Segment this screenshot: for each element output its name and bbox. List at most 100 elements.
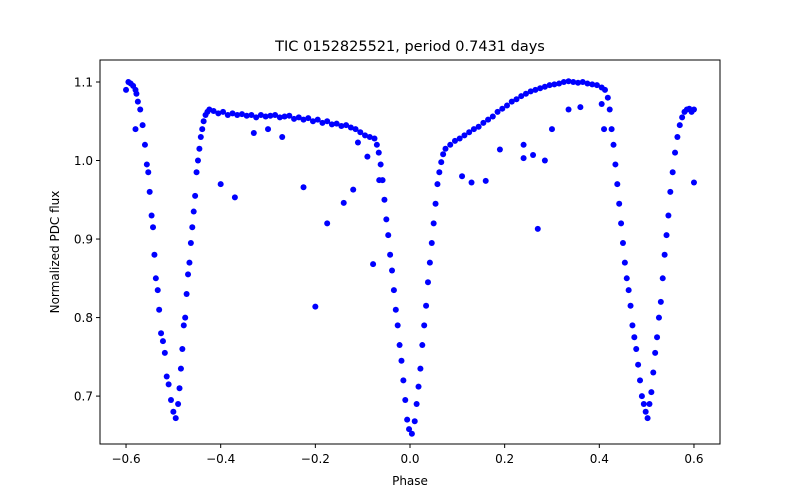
data-point xyxy=(527,88,534,95)
data-point xyxy=(347,124,354,131)
data-point xyxy=(376,177,383,184)
data-point xyxy=(371,135,378,142)
data-point xyxy=(185,271,192,278)
data-point xyxy=(456,135,463,142)
data-point xyxy=(690,179,697,186)
data-point xyxy=(328,121,335,128)
data-point xyxy=(616,200,623,207)
data-point xyxy=(423,302,430,309)
data-point xyxy=(354,139,361,146)
data-point xyxy=(133,90,140,97)
data-point xyxy=(637,377,644,384)
data-point xyxy=(394,322,401,329)
data-point xyxy=(575,79,582,86)
data-point xyxy=(565,106,572,113)
data-point xyxy=(541,83,548,90)
y-axis: 0.7 0.8 0.9 1.0 1.1 xyxy=(74,75,100,404)
data-point xyxy=(406,426,413,433)
data-point xyxy=(631,334,638,341)
data-point xyxy=(383,216,390,223)
data-point xyxy=(177,365,184,372)
data-point xyxy=(608,126,615,133)
data-point xyxy=(210,108,217,115)
data-point xyxy=(151,251,158,258)
data-point xyxy=(614,181,621,188)
data-point xyxy=(279,133,286,140)
y-tick-label: 0.9 xyxy=(74,233,93,247)
data-point xyxy=(197,133,204,140)
data-point xyxy=(199,126,206,133)
data-point xyxy=(305,115,312,122)
data-point xyxy=(300,184,307,191)
data-point xyxy=(644,415,651,422)
data-point xyxy=(499,105,506,112)
data-point xyxy=(156,306,163,313)
data-point xyxy=(417,365,424,372)
data-point xyxy=(200,118,207,125)
data-point xyxy=(532,86,539,93)
data-point xyxy=(661,251,668,258)
data-point xyxy=(436,169,443,176)
data-point xyxy=(657,298,664,305)
data-point xyxy=(667,188,674,195)
data-point xyxy=(654,334,661,341)
data-point xyxy=(176,385,183,392)
data-point xyxy=(570,78,577,85)
data-point xyxy=(426,259,433,266)
data-point xyxy=(234,111,241,118)
data-point xyxy=(300,116,307,123)
data-point xyxy=(265,126,272,133)
data-point xyxy=(534,225,541,232)
data-point xyxy=(324,118,331,125)
data-point xyxy=(253,114,260,121)
data-point xyxy=(404,416,411,423)
data-point xyxy=(152,275,159,282)
data-point xyxy=(398,357,405,364)
data-point xyxy=(642,408,649,415)
x-axis-label: Phase xyxy=(392,474,428,488)
data-point xyxy=(419,342,426,349)
data-point xyxy=(154,287,161,294)
x-tick-label: −0.2 xyxy=(301,452,330,466)
data-point xyxy=(338,122,345,129)
data-point xyxy=(655,314,662,321)
data-point xyxy=(438,159,445,166)
data-point xyxy=(132,126,139,133)
data-point xyxy=(480,119,487,126)
data-point xyxy=(141,141,148,148)
data-point xyxy=(652,349,659,356)
data-point xyxy=(640,400,647,407)
data-point xyxy=(175,400,182,407)
data-point xyxy=(468,179,475,186)
x-tick-label: 0.2 xyxy=(495,452,514,466)
data-point xyxy=(565,78,572,85)
data-point xyxy=(513,96,520,103)
data-point xyxy=(350,186,357,193)
data-point xyxy=(489,113,496,120)
data-point xyxy=(520,155,527,162)
data-point xyxy=(669,169,676,176)
data-point xyxy=(324,220,331,227)
data-point xyxy=(577,104,584,111)
y-axis-label: Normalized PDC flux xyxy=(48,191,62,314)
data-point xyxy=(146,188,153,195)
data-point xyxy=(400,377,407,384)
y-tick-label: 0.8 xyxy=(74,311,93,325)
data-point xyxy=(362,132,369,139)
data-point xyxy=(217,181,224,188)
data-point xyxy=(370,261,377,268)
data-point xyxy=(377,161,384,168)
data-point xyxy=(314,116,321,123)
data-point xyxy=(189,224,196,231)
data-point xyxy=(180,322,187,329)
data-point xyxy=(291,115,298,122)
data-point xyxy=(139,122,146,129)
data-point xyxy=(551,81,558,88)
data-point xyxy=(537,85,544,92)
data-point xyxy=(392,306,399,313)
data-point xyxy=(267,112,274,119)
data-point xyxy=(150,224,157,231)
data-point xyxy=(163,373,170,380)
data-point xyxy=(357,129,364,136)
data-point xyxy=(520,141,527,148)
